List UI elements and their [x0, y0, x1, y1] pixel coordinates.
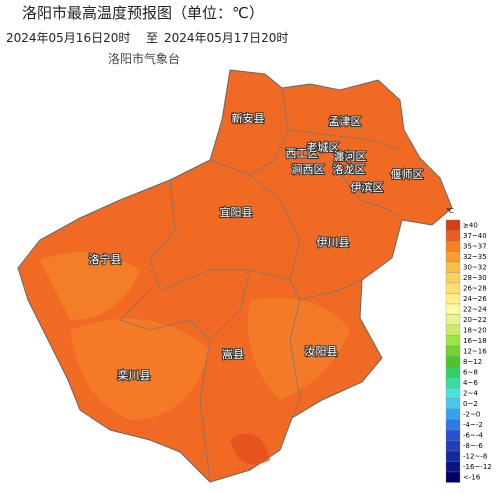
legend-swatch [445, 461, 461, 473]
legend-swatch [445, 282, 461, 294]
shade [248, 298, 350, 400]
legend-swatch [445, 345, 461, 357]
legend-swatch [445, 377, 461, 389]
legend-swatch [445, 219, 461, 231]
legend-swatch [445, 429, 461, 441]
legend-label: 20~22 [463, 316, 487, 324]
legend-label: 24~26 [463, 295, 487, 303]
legend-label: 35~37 [463, 242, 487, 250]
region-label: 瀍河区 [334, 149, 367, 163]
region-label: 栾川县 [118, 368, 151, 382]
region-label: 洛龙区 [333, 162, 366, 176]
legend-swatch [445, 450, 461, 462]
region-label: 伊滨区 [351, 180, 384, 194]
legend-swatch [445, 398, 461, 410]
legend-swatch [445, 272, 461, 284]
legend-swatch [445, 356, 461, 368]
period-sep: 至 [146, 31, 158, 45]
region-label: 宜阳县 [220, 205, 253, 219]
region-label: 老城区 [307, 141, 340, 154]
legend-label: 16~18 [463, 337, 487, 345]
shade [40, 252, 140, 320]
region-label: 新安县 [232, 111, 265, 125]
legend-swatch [445, 230, 461, 242]
legend-label: -2~0 [463, 410, 480, 418]
legend-label: 32~35 [463, 253, 487, 261]
legend-swatch [445, 324, 461, 336]
legend-label: 8~12 [463, 358, 482, 366]
shade [230, 433, 270, 465]
legend-swatch [445, 335, 461, 347]
legend-label: 6~8 [463, 368, 478, 376]
legend-label: -4~-2 [463, 421, 483, 429]
legend-swatch [445, 471, 461, 483]
legend-swatch [445, 440, 461, 452]
region-label: 偃师区 [391, 167, 424, 181]
map [17, 69, 453, 483]
legend-label: 2~4 [463, 389, 478, 397]
legend-label: 37~40 [463, 232, 487, 240]
region-label: 伊川县 [317, 236, 350, 249]
legend-label: 30~32 [463, 263, 487, 271]
legend-label: ≥40 [463, 221, 478, 229]
legend-swatch [445, 408, 461, 420]
legend-label: <-16 [463, 473, 481, 481]
legend-swatch [445, 293, 461, 305]
legend-swatch [445, 303, 461, 315]
shade [70, 318, 210, 420]
region-label: 涧西区 [292, 163, 325, 176]
legend-swatch [445, 251, 461, 263]
period-start: 2024年05月16日20时 [6, 31, 130, 45]
legend-label: 12~16 [463, 347, 487, 355]
legend-label: 18~20 [463, 326, 487, 334]
legend-label: 26~28 [463, 284, 487, 292]
legend-label: -6~-4 [463, 431, 483, 439]
legend-label: 4~6 [463, 379, 478, 387]
legend-label: -12~-8 [463, 452, 487, 460]
region-label: 洛宁县 [89, 252, 122, 266]
legend-label: -8~-6 [463, 442, 483, 450]
agency: 洛阳市气象台 [108, 51, 180, 66]
legend-label: 22~24 [463, 305, 487, 313]
legend-swatch [445, 261, 461, 273]
region-label: 汝阳县 [305, 344, 338, 358]
legend-swatch [445, 314, 461, 326]
borders [119, 87, 403, 483]
legend-label: -16~-12 [463, 463, 492, 471]
legend-swatch [445, 419, 461, 431]
period-end: 2024年05月17日20时 [164, 31, 288, 45]
legend-unit: ℃ [446, 207, 454, 215]
legend-swatch [445, 387, 461, 399]
legend-label: 0~2 [463, 400, 478, 408]
region-label: 嵩县 [222, 348, 244, 361]
title: 洛阳市最高温度预报图（单位：℃） [22, 4, 264, 22]
region-label: 西工区 [286, 147, 319, 160]
region-label: 孟津区 [329, 115, 362, 128]
legend-swatch [445, 240, 461, 252]
legend-swatch [445, 366, 461, 378]
legend-label: 28~30 [463, 274, 487, 282]
